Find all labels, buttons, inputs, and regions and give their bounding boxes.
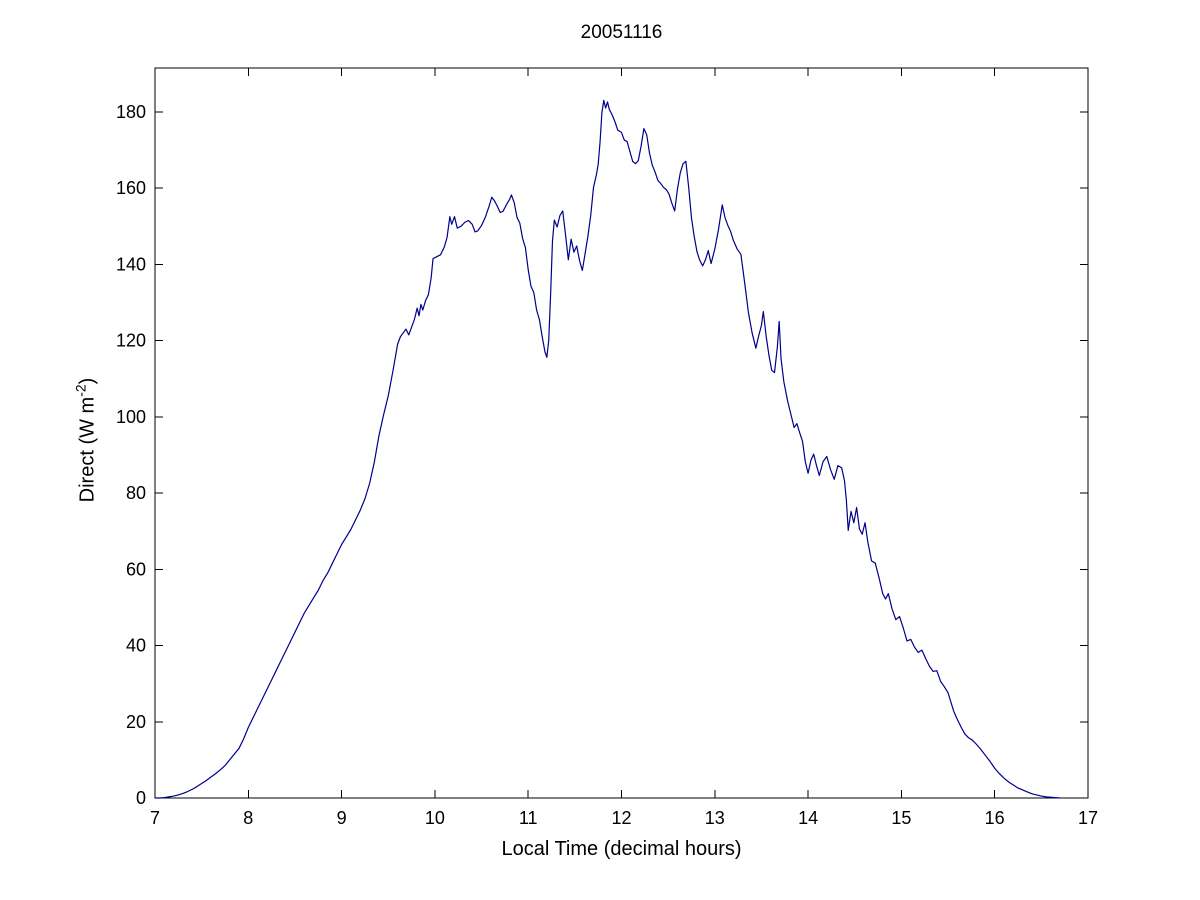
x-tick-label: 16 <box>985 808 1005 828</box>
x-tick-label: 7 <box>150 808 160 828</box>
y-tick-label: 100 <box>116 407 146 427</box>
y-tick-label: 0 <box>136 788 146 808</box>
y-tick-label: 20 <box>126 712 146 732</box>
y-axis-label-superscript: -2 <box>72 384 89 397</box>
y-axis-label: Direct (W m-2) <box>73 378 100 503</box>
y-tick-label: 80 <box>126 483 146 503</box>
x-axis-label: Local Time (decimal hours) <box>501 838 742 860</box>
chart-title: 20051116 <box>580 22 663 43</box>
x-tick-label: 9 <box>337 808 347 828</box>
axes-box <box>154 67 1089 799</box>
y-axis-label-close: ) <box>76 377 99 385</box>
y-tick-label: 160 <box>116 178 146 198</box>
x-tick-label: 11 <box>519 808 538 828</box>
y-tick-label: 40 <box>126 636 146 656</box>
x-tick-label: 12 <box>611 808 631 828</box>
x-tick-label: 13 <box>705 808 725 828</box>
x-tick-label: 14 <box>798 808 818 828</box>
x-tick-label: 10 <box>425 808 445 828</box>
direct-series-line <box>155 99 1061 799</box>
y-tick-label: 140 <box>116 254 146 274</box>
y-tick-label: 180 <box>116 102 146 122</box>
y-axis-label-text: Direct (W m <box>76 396 99 503</box>
x-tick-label: 8 <box>243 808 253 828</box>
y-tick-label: 60 <box>126 559 146 579</box>
x-tick-label: 17 <box>1078 808 1098 828</box>
y-tick-label: 120 <box>116 331 146 351</box>
x-tick-label: 15 <box>891 808 911 828</box>
